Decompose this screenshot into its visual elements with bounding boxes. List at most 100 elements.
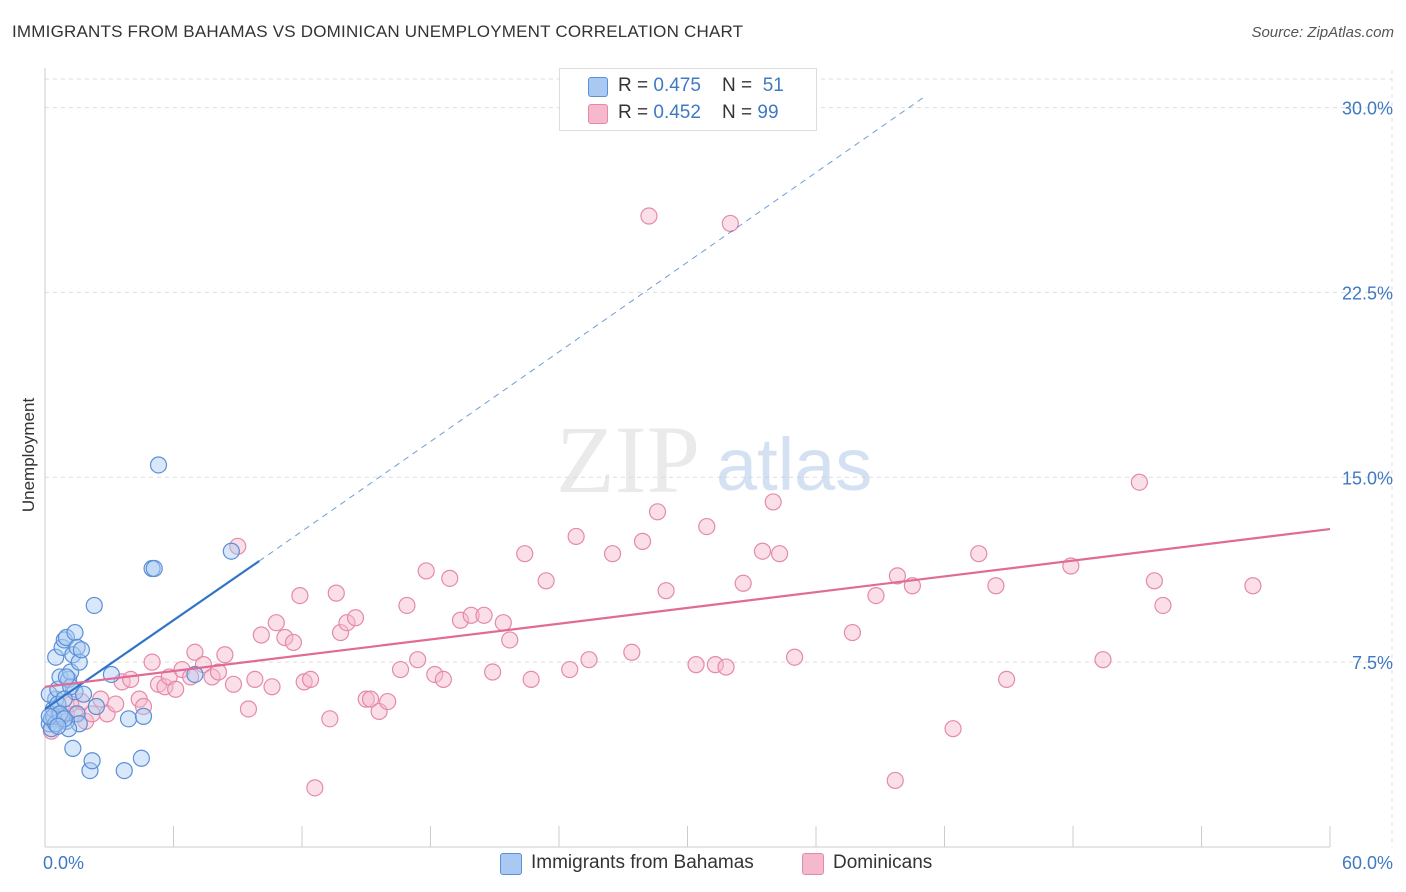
- dominicans-point: [1130, 473, 1148, 491]
- dominicans-point: [501, 631, 519, 649]
- dominicans-point: [143, 653, 161, 671]
- dominicans-point: [970, 545, 988, 563]
- watermark: ZIP atlas: [556, 406, 872, 513]
- y-tick-label: 15.0%: [1342, 468, 1393, 488]
- dominicans-point: [623, 643, 641, 661]
- legend-n-label: N =: [722, 75, 758, 96]
- bahamas-point: [72, 641, 91, 659]
- dominicans-point: [987, 577, 1005, 595]
- legend-r-label: R =: [618, 102, 654, 123]
- dominicans-point: [417, 562, 435, 580]
- dominicans-point: [1094, 651, 1112, 669]
- tick-labels: 7.5% 15.0% 22.5% 30.0% 0.0% 60.0%: [43, 99, 1393, 873]
- bahamas-point: [74, 685, 93, 703]
- y-tick-label: 7.5%: [1352, 653, 1393, 673]
- bottom-legend-label: Immigrants from Bahamas: [531, 852, 754, 873]
- dominicans-point: [252, 626, 270, 644]
- bahamas-point: [145, 559, 163, 578]
- bahamas-point: [66, 623, 84, 642]
- dominicans-point: [867, 586, 885, 605]
- dominicans-point: [648, 503, 667, 521]
- legend-n-value: 51: [762, 75, 784, 96]
- dominicans-point: [441, 569, 459, 587]
- dominicans-point: [301, 670, 320, 688]
- dominicans-point: [379, 692, 397, 711]
- dominicans-point: [567, 527, 585, 546]
- bahamas-point: [222, 542, 240, 560]
- trend-lines: [44, 97, 1331, 710]
- bottom-legend-label: Dominicans: [833, 852, 933, 873]
- dominicans-point: [284, 633, 303, 652]
- bahamas-points: [40, 456, 240, 780]
- dominicans-point: [475, 606, 493, 624]
- dominicans-point: [721, 214, 739, 233]
- dominicans-point: [391, 660, 410, 679]
- dominicans-point: [434, 670, 452, 688]
- dominicans-point: [291, 586, 309, 605]
- bahamas-point: [134, 707, 153, 725]
- dominicans-point: [267, 614, 285, 632]
- dominicans-point: [633, 532, 652, 550]
- dominicans-point: [451, 611, 470, 629]
- correlation-legend: R = 0.475 N = 51 R = 0.452 N = 99: [559, 68, 817, 131]
- dominicans-point: [785, 648, 804, 666]
- dominicans-point: [580, 651, 598, 669]
- dominicans-point: [1145, 572, 1163, 590]
- dominicans-point: [1244, 577, 1262, 595]
- dominicans-point: [770, 545, 789, 563]
- dominicans-point: [734, 574, 752, 592]
- dominicans-point: [522, 670, 540, 688]
- watermark-atlas: atlas: [716, 423, 872, 506]
- dominicans-point: [361, 690, 380, 708]
- legend-r-value: 0.475: [653, 75, 701, 96]
- dominicans-point: [494, 614, 512, 632]
- bahamas-point: [85, 596, 103, 615]
- dominicans-point: [167, 680, 185, 698]
- bahamas-point: [119, 710, 138, 728]
- watermark-zip: ZIP: [556, 406, 700, 513]
- dominicans-point: [1154, 596, 1172, 615]
- dominicans-point: [657, 582, 675, 600]
- dominicans-point: [156, 678, 174, 696]
- bahamas-point: [64, 739, 82, 758]
- dominicans-point: [888, 567, 906, 585]
- legend-swatch-pink: [588, 104, 608, 124]
- bottom-swatch-blue: [500, 853, 522, 875]
- bahamas-point: [132, 749, 150, 767]
- legend-r-value: 0.452: [653, 102, 701, 123]
- dominicans-point: [998, 670, 1016, 688]
- bahamas-trend-extension: [258, 97, 924, 562]
- dominicans-point: [764, 493, 782, 511]
- bahamas-point: [59, 720, 78, 738]
- dominicans-point: [321, 710, 339, 728]
- dominicans-point: [327, 584, 345, 602]
- dominicans-point: [338, 614, 356, 632]
- legend-n-value: 99: [757, 102, 779, 123]
- dominicans-point: [409, 651, 427, 669]
- dominicans-point: [263, 678, 281, 696]
- dominicans-point: [276, 628, 294, 647]
- dominicans-point: [843, 623, 862, 642]
- dominicans-point: [462, 606, 480, 624]
- y-tick-label: 22.5%: [1342, 283, 1393, 303]
- source-label: Source: ZipAtlas.com: [1251, 24, 1394, 41]
- dominicans-trend-line: [44, 527, 1331, 688]
- bahamas-point: [83, 752, 101, 770]
- bottom-swatch-pink: [802, 853, 824, 875]
- dominicans-point: [484, 663, 502, 681]
- dominicans-point: [603, 545, 622, 563]
- legend-n-label: N =: [722, 102, 758, 123]
- x-tick-label: 60.0%: [1342, 853, 1393, 873]
- chart-title: IMMIGRANTS FROM BAHAMAS VS DOMINICAN UNE…: [12, 22, 744, 41]
- bahamas-point: [47, 648, 65, 666]
- dominicans-point: [717, 658, 735, 676]
- dominicans-point: [306, 779, 324, 797]
- dominicans-point: [706, 656, 724, 674]
- dominicans-point: [687, 656, 705, 674]
- bahamas-point: [87, 697, 106, 716]
- bahamas-point: [49, 717, 67, 735]
- dominicans-point: [886, 771, 904, 790]
- y-axis-label: Unemployment: [19, 398, 38, 513]
- bahamas-point: [186, 665, 204, 684]
